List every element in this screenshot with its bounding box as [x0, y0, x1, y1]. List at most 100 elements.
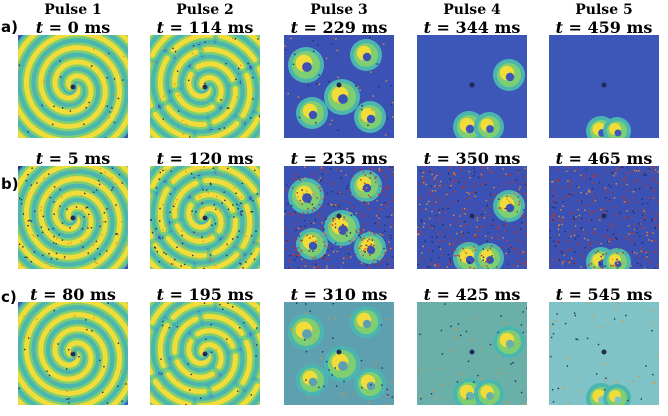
noise-speck: [430, 393, 433, 395]
time-symbol: t: [290, 18, 298, 37]
noise-speck: [417, 231, 419, 233]
noise-speck: [570, 235, 572, 238]
noise-speck: [428, 170, 431, 173]
noise-speck: [567, 166, 569, 169]
noise-speck: [389, 246, 391, 248]
noise-speck: [221, 174, 224, 176]
noise-speck: [328, 226, 330, 229]
equals-sign: =: [562, 285, 588, 304]
noise-speck: [556, 195, 558, 197]
noise-speck: [608, 239, 610, 241]
noise-speck: [284, 213, 286, 215]
noise-speck: [331, 43, 333, 45]
noise-speck: [523, 232, 526, 234]
noise-speck: [304, 177, 306, 179]
noise-speck: [651, 167, 653, 169]
noise-speck: [340, 170, 342, 172]
noise-speck: [183, 247, 185, 249]
equals-sign: =: [430, 285, 456, 304]
noise-speck: [473, 381, 475, 383]
noise-speck: [473, 246, 475, 248]
noise-speck: [328, 80, 330, 83]
noise-speck: [361, 229, 364, 231]
noise-speck: [485, 183, 487, 186]
noise-speck: [613, 306, 616, 308]
noise-speck: [297, 96, 300, 98]
noise-speck: [285, 184, 288, 186]
noise-speck: [429, 266, 431, 268]
noise-speck: [626, 200, 628, 202]
noise-speck: [368, 238, 370, 241]
noise-speck: [297, 266, 300, 269]
noise-speck: [418, 203, 421, 206]
spiral-wave-front: [150, 35, 260, 138]
noise-speck: [441, 254, 444, 256]
noise-speck: [510, 244, 512, 246]
noise-speck: [69, 110, 72, 112]
noise-speck: [85, 207, 87, 209]
noise-speck: [643, 173, 646, 175]
noise-speck: [480, 177, 482, 179]
noise-speck: [439, 184, 441, 187]
noise-speck: [497, 234, 500, 236]
noise-speck: [589, 178, 591, 180]
noise-speck: [513, 247, 515, 249]
noise-speck: [350, 202, 352, 204]
noise-speck: [319, 177, 321, 179]
noise-speck: [375, 362, 377, 364]
noise-speck: [522, 262, 524, 265]
noise-speck: [99, 225, 101, 228]
noise-speck: [385, 318, 388, 321]
noise-speck: [345, 257, 347, 259]
noise-speck: [606, 191, 608, 193]
noise-speck: [103, 212, 106, 214]
noise-speck: [646, 256, 648, 258]
noise-speck: [312, 250, 314, 252]
noise-speck: [505, 173, 507, 175]
noise-speck: [361, 194, 363, 196]
noise-speck: [172, 204, 174, 206]
noise-speck: [48, 228, 50, 231]
noise-speck: [68, 402, 70, 404]
noise-speck: [646, 251, 649, 253]
noise-speck: [383, 230, 386, 232]
noise-speck: [596, 373, 598, 375]
noise-speck: [112, 186, 114, 189]
noise-speck: [559, 220, 561, 222]
noise-speck: [367, 202, 370, 205]
noise-speck: [49, 344, 51, 346]
noise-speck: [552, 195, 554, 198]
noise-speck: [346, 207, 348, 210]
noise-speck: [297, 247, 299, 249]
noise-speck: [259, 117, 260, 119]
noise-speck: [219, 207, 221, 209]
noise-speck: [302, 193, 305, 195]
column-header-pulse-3: Pulse 3: [310, 2, 368, 18]
noise-speck: [379, 233, 382, 235]
noise-speck: [604, 265, 606, 267]
noise-speck: [297, 251, 299, 253]
noise-speck: [308, 250, 311, 252]
noise-speck: [597, 343, 600, 346]
noise-speck: [638, 170, 640, 172]
noise-speck: [108, 116, 111, 119]
noise-speck: [549, 237, 551, 239]
noise-speck: [168, 327, 171, 329]
simulation-panel: [18, 302, 128, 405]
noise-speck: [440, 201, 442, 203]
noise-speck: [418, 225, 420, 227]
noise-speck: [194, 76, 196, 78]
noise-speck: [653, 166, 655, 168]
noise-speck: [498, 225, 500, 227]
wave-fragment-hole: [362, 52, 372, 62]
noise-speck: [369, 172, 372, 175]
noise-speck: [552, 401, 555, 403]
noise-speck: [422, 178, 424, 180]
noise-speck: [82, 44, 85, 46]
noise-speck: [431, 241, 433, 243]
noise-speck: [292, 246, 294, 248]
noise-speck: [573, 234, 576, 236]
noise-speck: [387, 395, 389, 397]
noise-speck: [493, 401, 495, 403]
noise-speck: [653, 218, 656, 221]
